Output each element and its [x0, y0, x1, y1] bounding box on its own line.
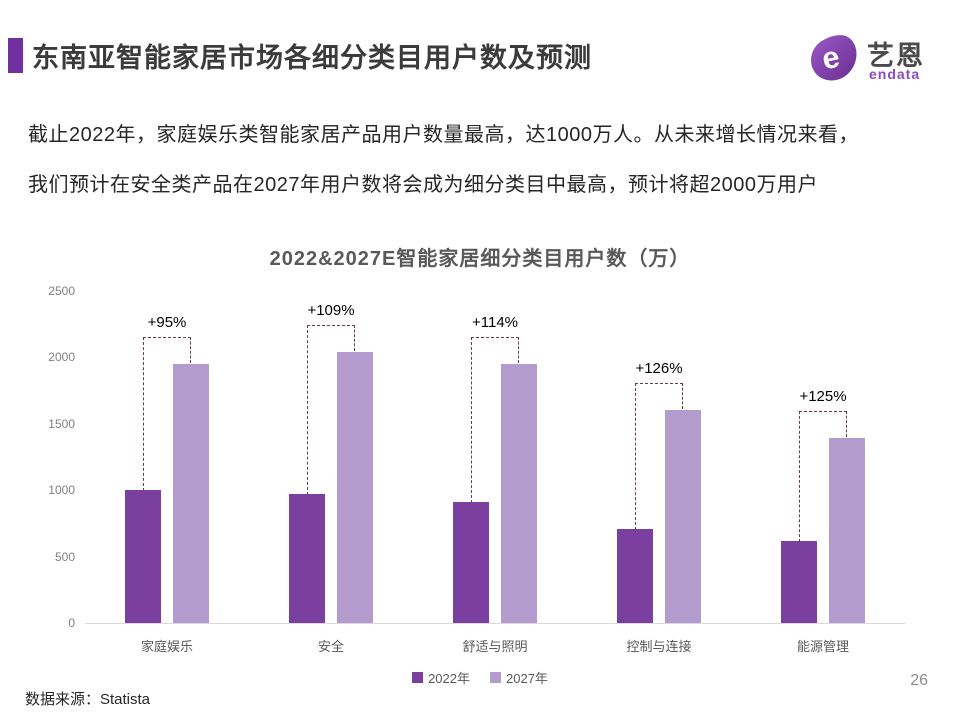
svg-text:e: e — [819, 40, 843, 77]
summary-line-2: 我们预计在安全类产品在2027年用户数将会成为细分类目中最高，预计将超2000万… — [28, 174, 818, 196]
growth-bracket-left — [307, 325, 308, 495]
logo-brand-cn: 艺恩 — [867, 41, 925, 71]
growth-label: +95% — [147, 314, 187, 332]
y-axis-tick-label: 1000 — [48, 483, 75, 498]
x-axis-category-label: 能源管理 — [796, 639, 849, 654]
logo-brand-en: endata — [869, 66, 921, 82]
growth-bracket-right — [846, 410, 847, 437]
growth-bracket-top — [471, 337, 519, 339]
page-number: 26 — [910, 672, 928, 689]
bar-2027 — [829, 437, 865, 623]
growth-bracket-top — [143, 337, 191, 339]
growth-label: +125% — [799, 387, 847, 405]
bar-2027 — [501, 364, 537, 623]
page-title: 东南亚智能家居市场各细分类目用户数及预测 — [32, 43, 592, 73]
endata-logo: e 艺恩 endata — [807, 30, 932, 88]
growth-bracket-left — [143, 337, 144, 492]
title-accent-bar — [8, 38, 23, 73]
summary-paragraph: 截止2022年，家庭娱乐类智能家居产品用户数量最高，达1000万人。从未来增长情… — [28, 110, 908, 210]
chart-title: 2022&2027E智能家居细分类目用户数（万） — [269, 248, 691, 270]
growth-bracket-right — [682, 382, 683, 409]
growth-bracket-left — [635, 382, 636, 530]
legend-label: 2027年 — [506, 671, 548, 686]
x-axis-category-label: 控制与连接 — [626, 639, 692, 654]
bar-2027 — [173, 364, 209, 623]
growth-bracket-right — [354, 325, 355, 352]
legend-item: 2022年 — [412, 668, 470, 687]
bar-2022 — [453, 502, 489, 623]
y-axis-tick-label: 2000 — [48, 350, 75, 365]
y-axis-tick-label: 0 — [68, 616, 75, 630]
growth-bracket-top — [307, 325, 355, 327]
bar-2022 — [125, 490, 161, 623]
growth-label: +126% — [635, 359, 683, 377]
growth-bracket-right — [518, 337, 519, 364]
bar-2022 — [617, 528, 653, 623]
bar-2027 — [337, 352, 373, 623]
plot-area: +95% 家庭娱乐 +109% 安全 +114% 舒适与照明 +126% 控制与连接 +125%… — [85, 292, 905, 654]
growth-bracket-right — [190, 337, 191, 364]
growth-bracket-left — [799, 410, 800, 542]
legend-swatch — [412, 672, 424, 683]
chart-legend: 2022年 2027年 — [0, 668, 960, 687]
x-axis-category-label: 舒适与照明 — [462, 639, 528, 654]
growth-bracket-top — [799, 410, 847, 412]
growth-bracket-left — [471, 337, 472, 504]
y-axis-tick-label: 500 — [54, 549, 75, 564]
legend-label: 2022年 — [428, 671, 470, 686]
x-axis-category-label: 家庭娱乐 — [140, 639, 193, 654]
endata-logo-icon: e — [811, 35, 857, 81]
y-axis-tick-label: 2500 — [48, 284, 75, 298]
growth-label: +114% — [471, 314, 518, 332]
legend-swatch — [490, 672, 501, 683]
legend-item: 2027年 — [490, 668, 548, 687]
y-axis-tick-label: 1500 — [48, 416, 75, 431]
summary-line-1: 截止2022年，家庭娱乐类智能家居产品用户数量最高，达1000万人。从未来增长情… — [28, 124, 859, 146]
x-axis-category-label: 安全 — [317, 639, 344, 654]
bar-2027 — [665, 409, 701, 623]
growth-label: +109% — [307, 302, 355, 320]
data-source-note: 数据来源：Statista — [25, 691, 151, 708]
growth-bracket-top — [635, 382, 683, 384]
bar-2022 — [289, 493, 325, 623]
bar-2022 — [781, 540, 817, 623]
